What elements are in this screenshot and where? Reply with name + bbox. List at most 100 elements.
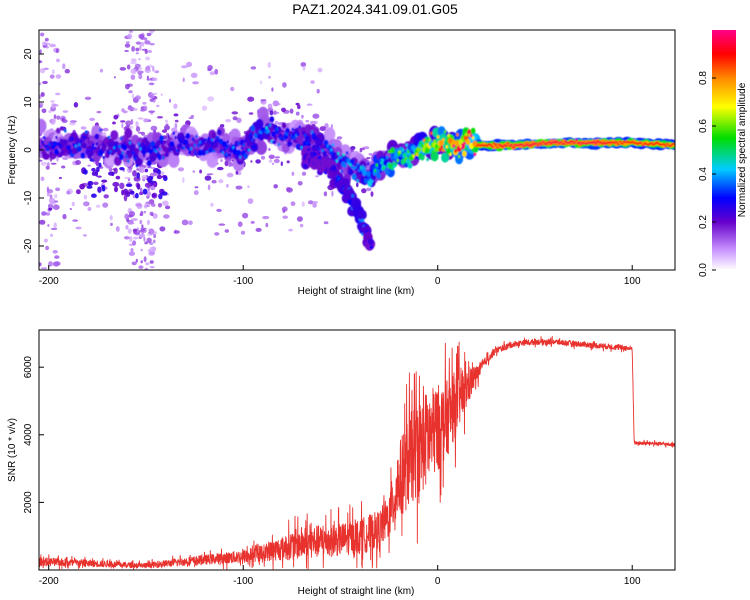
- spectrogram-cell: [323, 139, 329, 146]
- spectrogram-cell: [236, 149, 242, 156]
- spectrogram-cell: [331, 143, 335, 147]
- spectrogram-cell: [260, 155, 266, 160]
- spectrogram-cell: [498, 143, 501, 146]
- spectrogram-cell: [73, 102, 79, 108]
- spectrogram-cell: [280, 161, 283, 166]
- spectrogram-cell: [250, 220, 255, 224]
- spectrogram-cell: [288, 228, 293, 232]
- spectrogram-cell: [108, 171, 115, 176]
- spectrogram-cell: [221, 151, 225, 155]
- spectrogram-cell: [136, 183, 141, 190]
- spectrogram-cell: [55, 135, 58, 140]
- spectrogram-cell: [620, 142, 624, 145]
- spectrogram-cell: [72, 219, 79, 222]
- spectrogram-cell: [262, 215, 270, 220]
- y-tick-label: 20: [23, 48, 34, 60]
- spectrogram-cell: [162, 156, 165, 160]
- spectrogram-cell: [141, 48, 147, 51]
- spectrogram-cell: [58, 176, 62, 180]
- spectrogram-cell: [237, 221, 243, 227]
- spectrogram-cell: [428, 138, 431, 142]
- spectrogram-cell: [174, 123, 178, 129]
- spectrogram-cell: [566, 141, 569, 144]
- spectrogram-cell: [58, 145, 62, 149]
- spectrogram-cell: [124, 236, 130, 240]
- spectrogram-cell: [669, 144, 673, 147]
- spectrogram-cell: [464, 132, 468, 137]
- spectrogram-cell: [422, 138, 426, 142]
- spectrogram-cell: [48, 110, 52, 113]
- spectrogram-cell: [578, 141, 582, 144]
- spectrogram-cell: [352, 166, 356, 170]
- spectrogram-cell: [138, 58, 141, 61]
- spectrogram-cell: [168, 153, 180, 168]
- spectrogram-cell: [125, 155, 128, 159]
- spectrogram-cell: [466, 141, 470, 145]
- spectrogram-cell: [131, 261, 137, 266]
- spectrogram-cell: [87, 164, 91, 167]
- spectrogram-cell: [240, 230, 246, 235]
- spectrogram-cell: [40, 161, 48, 166]
- spectrogram-cell: [49, 43, 56, 48]
- spectrogram-cell: [666, 142, 669, 145]
- spectrogram-cell: [44, 37, 49, 42]
- colorbar-tick-label: 0.0: [698, 263, 709, 277]
- spectrogram-cell: [119, 67, 127, 71]
- spectrogram-cell: [601, 142, 604, 145]
- spectrogram-cell: [559, 140, 562, 143]
- spectrogram-cell: [150, 166, 156, 169]
- spectrogram-cell: [188, 117, 194, 119]
- spectrogram-cell: [527, 144, 531, 147]
- spectrogram-cell: [121, 151, 125, 155]
- colorbar-tick-label: 0.4: [698, 167, 709, 181]
- spectrogram-cell: [317, 147, 321, 151]
- spectrogram-cell: [255, 140, 267, 155]
- spectrogram-cell: [272, 100, 279, 107]
- spectrogram-cell: [74, 144, 78, 148]
- spectrogram-cell: [125, 120, 132, 126]
- spectrogram-cell: [275, 111, 280, 114]
- spectrogram-cell: [39, 60, 43, 64]
- spectrogram-cell: [135, 126, 141, 132]
- spectrogram-cell: [214, 232, 220, 236]
- spectrogram-cell: [254, 146, 258, 150]
- spectrogram-cell: [438, 148, 442, 152]
- spectrogram-cell: [95, 142, 99, 146]
- spectrogram-cell: [225, 152, 228, 157]
- spectrogram-cell: [160, 140, 163, 145]
- spectrogram-cell: [335, 161, 341, 168]
- spectrogram-cell: [212, 149, 216, 153]
- spectrogram-cell: [174, 135, 177, 140]
- spectrogram-cell: [349, 163, 352, 167]
- spectrogram-cell: [183, 139, 189, 146]
- spectrogram-cell: [319, 126, 327, 132]
- spectrogram-cell: [52, 204, 60, 210]
- snr-y-axis-label: SNR (10 * v/v): [7, 418, 18, 482]
- spectrogram-cell: [143, 237, 146, 242]
- spectrogram-y-ticks: -20 -10 0 10 20: [23, 48, 44, 253]
- snr-frame: [38, 329, 676, 571]
- spectrogram-cell: [255, 118, 264, 129]
- spectrogram-cell: [102, 202, 109, 208]
- spectrogram-cell: [170, 147, 174, 152]
- spectrogram-cell: [158, 193, 163, 200]
- spectrogram-cell: [368, 152, 373, 156]
- spectrogram-cell: [599, 141, 603, 144]
- spectrogram-cell: [211, 179, 217, 184]
- spectrogram-cell: [365, 175, 368, 179]
- spectrogram-cell: [188, 150, 191, 155]
- spectrogram-cell: [190, 147, 193, 151]
- spectrogram-cell: [163, 140, 167, 144]
- spectrogram-cell: [369, 245, 374, 249]
- spectrogram-cell: [510, 143, 513, 146]
- colorbar-tick-label: 0.6: [698, 119, 709, 133]
- spectrogram-cell: [366, 162, 370, 166]
- spectrogram-cell: [88, 145, 92, 149]
- spectrogram-cell: [148, 145, 151, 149]
- spectrogram-cell: [64, 129, 67, 133]
- spectrogram-cell: [71, 201, 75, 207]
- spectrogram-cell: [173, 113, 179, 117]
- spectrogram-cell: [247, 148, 251, 152]
- spectrogram-cell: [107, 135, 111, 140]
